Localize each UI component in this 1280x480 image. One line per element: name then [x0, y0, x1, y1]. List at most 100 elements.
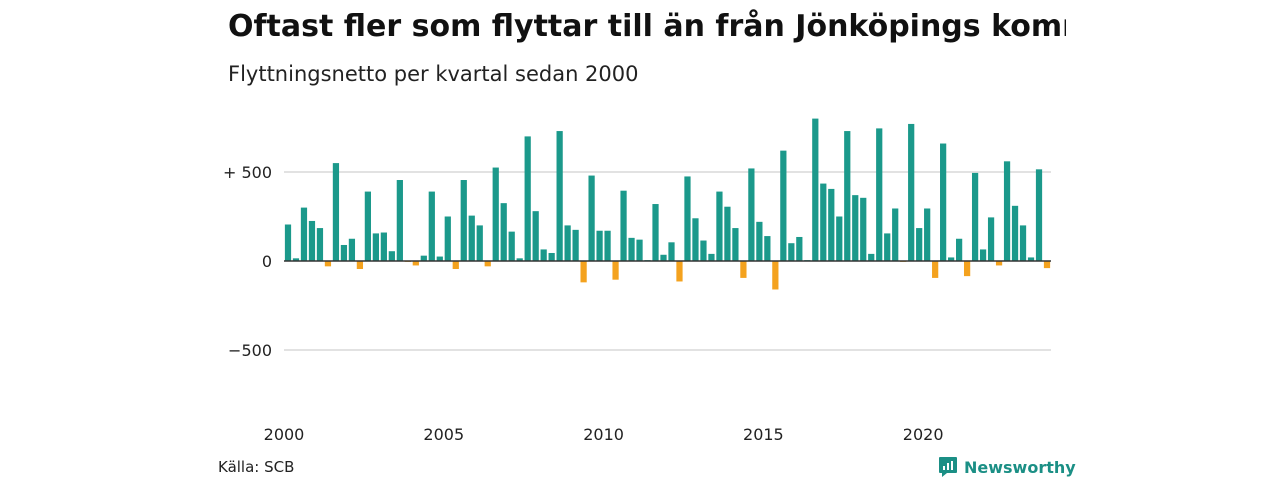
chart-title: Oftast fler som flyttar till än från Jön… [228, 9, 1066, 44]
bar [452, 261, 459, 270]
bar [708, 253, 715, 261]
bar [979, 249, 987, 261]
bar [724, 206, 731, 261]
bar [796, 236, 803, 261]
bar [564, 225, 571, 261]
bar [995, 261, 1003, 266]
bar [468, 215, 475, 261]
bar [700, 240, 707, 261]
bar [548, 252, 555, 261]
bar [1019, 225, 1027, 261]
bar [292, 258, 300, 261]
bar [428, 191, 435, 261]
bar [612, 261, 619, 280]
bar [1011, 205, 1019, 261]
bar [1003, 161, 1011, 261]
bar [420, 255, 427, 261]
bar [476, 225, 483, 261]
bar [676, 261, 683, 282]
bar [828, 188, 835, 261]
grid-lines [284, 171, 1051, 351]
x-axis-ticks: 2000 2005 2010 2015 2020 [264, 425, 944, 444]
bar [380, 232, 387, 261]
y-tick-label: −500 [228, 341, 272, 360]
bar [284, 224, 292, 261]
x-tick-label: 2000 [264, 425, 305, 444]
bar [668, 242, 675, 261]
source-note: Källa: SCB [218, 458, 295, 476]
bar [556, 131, 563, 261]
bar [1043, 261, 1051, 269]
bar [300, 207, 308, 261]
bar [524, 136, 531, 261]
bar [628, 237, 635, 261]
bar [348, 238, 356, 261]
bar [1035, 169, 1043, 261]
bar [772, 261, 779, 290]
bar [684, 176, 691, 261]
brand-name: Newsworthy [964, 457, 1076, 477]
bar [764, 236, 771, 261]
bar [884, 233, 891, 261]
bar [316, 228, 324, 261]
bar [532, 211, 539, 261]
bar [788, 243, 795, 261]
bar [508, 231, 515, 261]
bar [460, 180, 467, 261]
bar [820, 183, 827, 261]
bar [932, 261, 939, 278]
bar [572, 229, 579, 261]
bar [500, 203, 507, 261]
bar [660, 254, 667, 261]
bar [740, 261, 747, 278]
bar [971, 172, 979, 261]
bars [284, 118, 1051, 290]
brand-logo: Newsworthy [938, 456, 1076, 478]
bar [412, 261, 419, 266]
bar [780, 150, 787, 261]
y-axis-ticks: + 500 0 −500 [223, 163, 272, 360]
bar [540, 249, 547, 261]
bar [444, 216, 451, 261]
bar [620, 190, 627, 261]
bar [340, 244, 348, 261]
bar [388, 251, 395, 261]
bar [908, 123, 915, 261]
bar [324, 261, 332, 267]
bar [604, 230, 611, 261]
x-tick-label: 2020 [903, 425, 944, 444]
bar [652, 204, 659, 261]
bar [836, 216, 843, 261]
bar [1027, 257, 1035, 261]
bar [636, 239, 643, 261]
bar [516, 258, 523, 261]
chart-subtitle: Flyttningsnetto per kvartal sedan 2000 [228, 62, 639, 86]
bar [940, 143, 947, 261]
bar [892, 208, 899, 261]
bar [812, 118, 819, 261]
bar [692, 218, 699, 261]
x-tick-label: 2015 [743, 425, 784, 444]
bar [860, 197, 867, 261]
bar [963, 261, 971, 277]
bar-chart: + 500 0 −500 2000 2005 2010 2015 2020 [223, 118, 1051, 444]
y-tick-label: + 500 [223, 163, 272, 182]
newsworthy-logo-icon [939, 457, 957, 477]
bar [852, 195, 859, 261]
bar [588, 175, 595, 261]
bar [756, 221, 763, 261]
bar [924, 208, 931, 261]
bar [916, 228, 923, 261]
bar [396, 180, 403, 261]
bar [987, 217, 995, 261]
bar [372, 233, 379, 261]
bar [732, 228, 739, 261]
bar [868, 253, 875, 261]
bar [332, 163, 340, 261]
bar [580, 261, 587, 283]
bar [948, 257, 955, 261]
bar [356, 261, 364, 270]
bar [492, 167, 499, 261]
x-tick-label: 2005 [423, 425, 464, 444]
bar [436, 256, 443, 261]
